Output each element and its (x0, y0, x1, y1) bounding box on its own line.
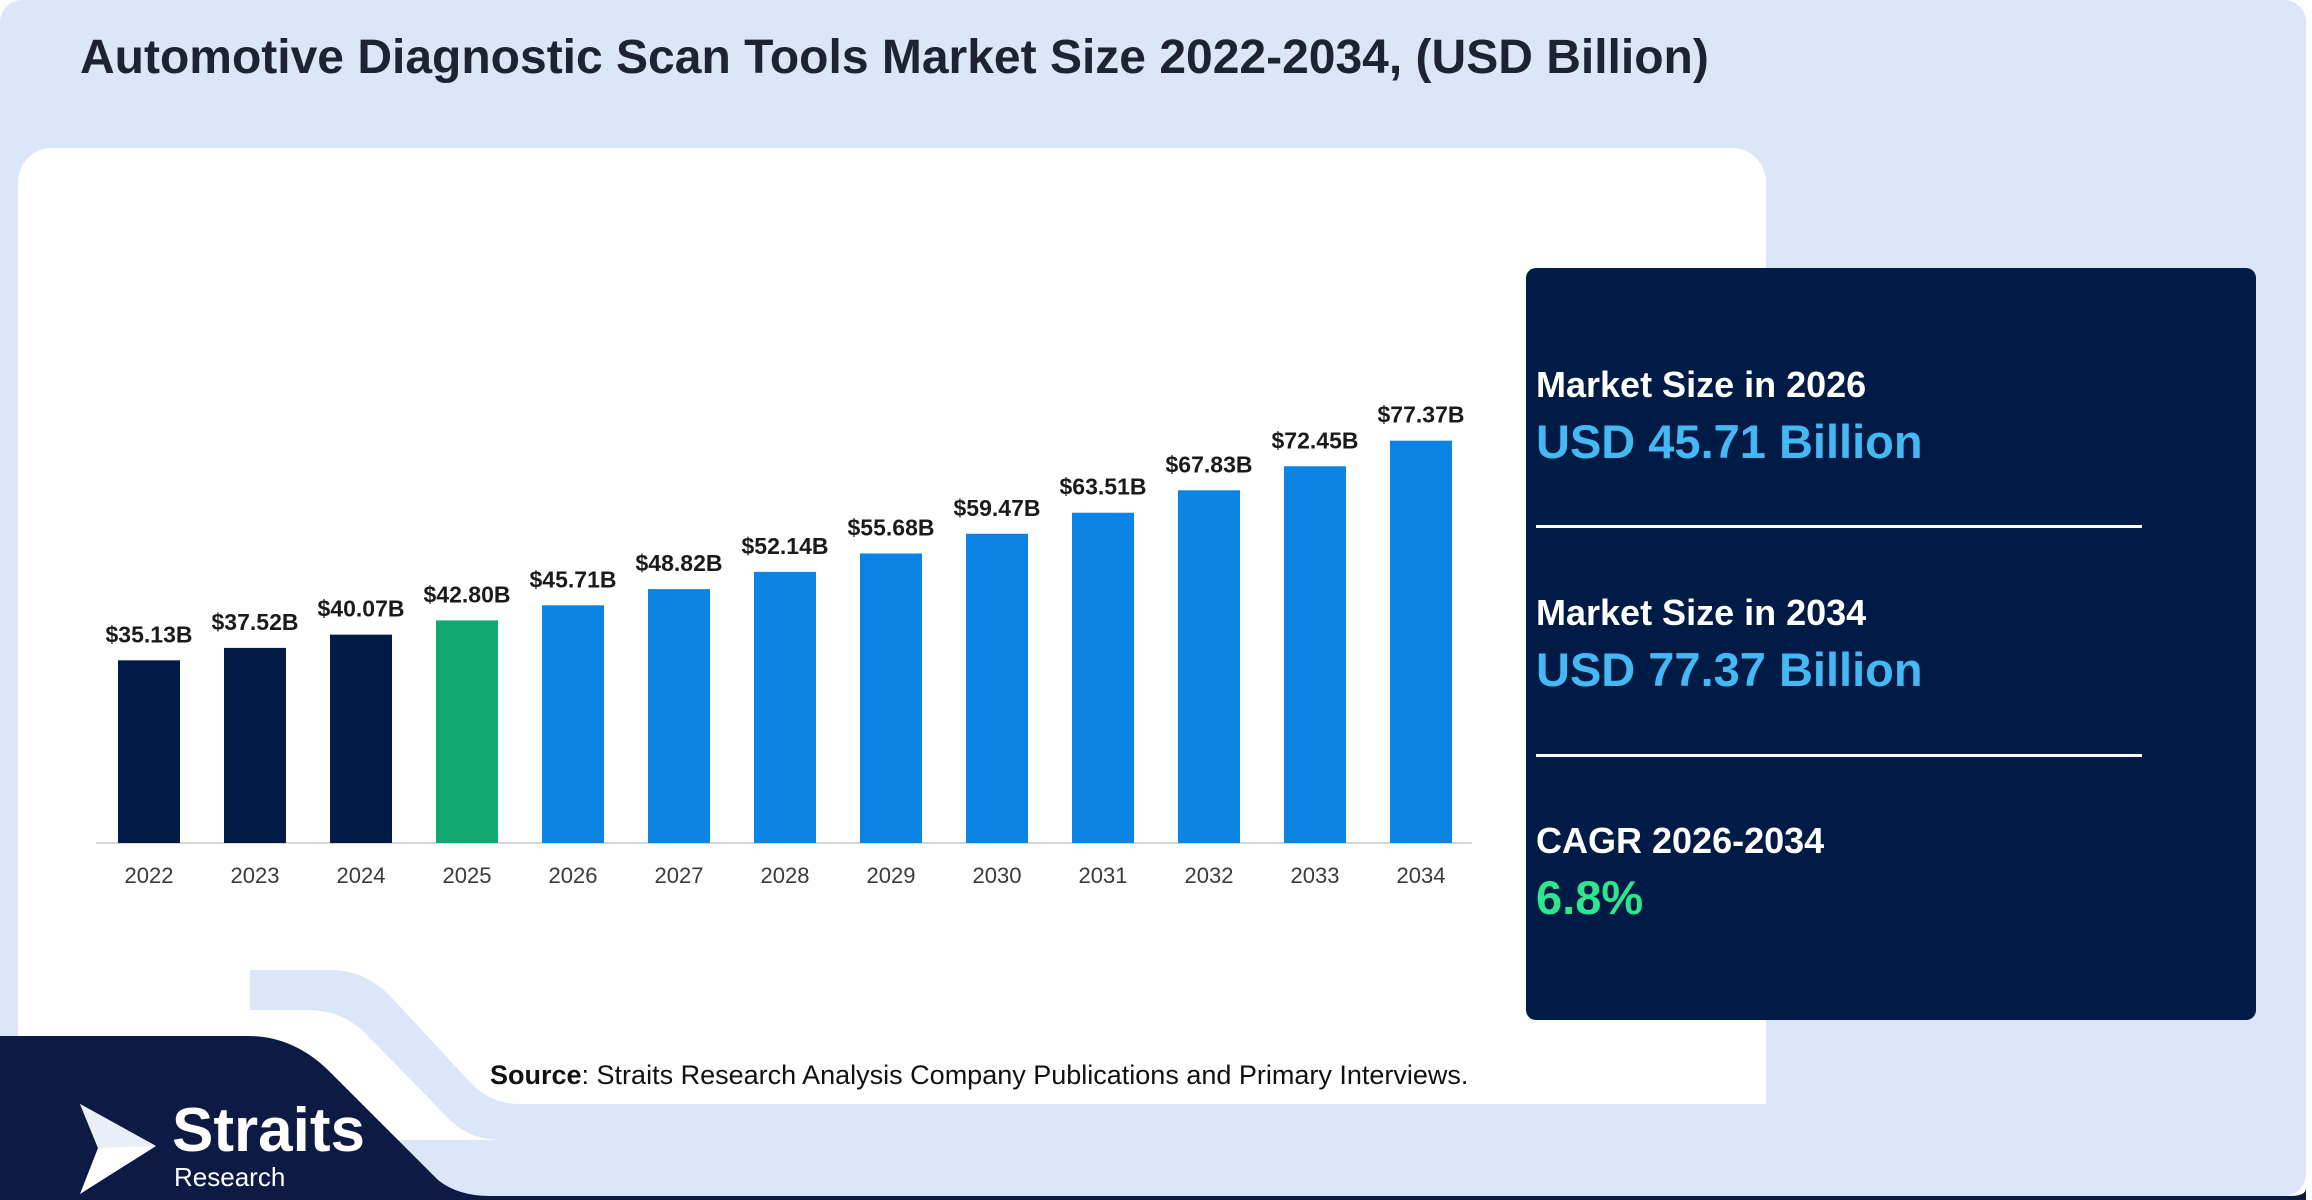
x-tick-label-2030: 2030 (973, 863, 1022, 888)
data-label-2034: $77.37B (1378, 402, 1465, 428)
source-text: : Straits Research Analysis Company Publ… (581, 1060, 1469, 1090)
bar-2034 (1390, 440, 1452, 843)
stats-panel: Market Size in 2026 USD 45.71 Billion Ma… (1526, 268, 2256, 1020)
bar-2023 (224, 647, 286, 843)
data-label-2027: $48.82B (636, 550, 723, 576)
logo-subtitle: Research (174, 1162, 286, 1192)
footer-band-light-edge (250, 970, 1766, 1140)
x-tick-label-2027: 2027 (655, 863, 704, 888)
arrow-logo-icon (80, 1104, 156, 1194)
bar-2027 (648, 589, 710, 843)
x-tick-label-2033: 2033 (1291, 863, 1340, 888)
data-label-2026: $45.71B (530, 566, 617, 592)
bar-2030 (966, 533, 1028, 843)
bar-2031 (1072, 512, 1134, 843)
stat-value-cagr: 6.8% (1536, 871, 1644, 924)
data-label-2025: $42.80B (424, 581, 511, 607)
chart-title: Automotive Diagnostic Scan Tools Market … (80, 31, 1709, 84)
data-label-2030: $59.47B (954, 495, 1041, 521)
bars-layer: $35.13B 2022 $37.52B 2023 $40.07B 2024 $42.80B… (106, 402, 1465, 888)
stat-label-cagr: CAGR 2026-2034 (1536, 820, 1825, 861)
bar-2028 (754, 571, 816, 843)
bar-2025 (436, 620, 498, 843)
x-tick-label-2024: 2024 (337, 863, 386, 888)
source-note: Source: Straits Research Analysis Compan… (490, 1060, 1468, 1091)
stat-divider (1536, 754, 2142, 757)
data-label-2031: $63.51B (1060, 474, 1147, 500)
bar-2026 (542, 605, 604, 843)
x-tick-label-2025: 2025 (443, 863, 492, 888)
x-tick-label-2029: 2029 (867, 863, 916, 888)
x-tick-label-2034: 2034 (1397, 863, 1446, 888)
x-tick-label-2022: 2022 (125, 863, 174, 888)
x-tick-label-2032: 2032 (1185, 863, 1234, 888)
x-tick-label-2028: 2028 (761, 863, 810, 888)
x-tick-label-2026: 2026 (549, 863, 598, 888)
stat-label-2026: Market Size in 2026 (1536, 364, 1867, 405)
x-tick-label-2031: 2031 (1079, 863, 1128, 888)
stat-value-2026: USD 45.71 Billion (1536, 415, 1923, 468)
stat-label-2034: Market Size in 2034 (1536, 592, 1867, 633)
source-prefix: Source (490, 1060, 582, 1090)
bar-2024 (330, 634, 392, 843)
logo-wordmark: Straits (172, 1096, 365, 1165)
bar-2022 (118, 660, 180, 843)
data-label-2028: $52.14B (742, 533, 829, 559)
data-label-2029: $55.68B (848, 514, 935, 540)
navy-footer-band (0, 1036, 2306, 1200)
stat-divider (1536, 525, 2142, 528)
bar-2033 (1284, 466, 1346, 843)
data-label-2024: $40.07B (318, 596, 405, 622)
straits-logo: Straits Research (80, 1100, 400, 1196)
data-label-2032: $67.83B (1166, 451, 1253, 477)
bar-2029 (860, 553, 922, 843)
bar-2032 (1178, 490, 1240, 843)
data-label-2033: $72.45B (1272, 427, 1359, 453)
data-label-2022: $35.13B (106, 621, 193, 647)
stat-value-2034: USD 77.37 Billion (1536, 643, 1923, 696)
data-label-2023: $37.52B (212, 609, 299, 635)
x-tick-label-2023: 2023 (231, 863, 280, 888)
